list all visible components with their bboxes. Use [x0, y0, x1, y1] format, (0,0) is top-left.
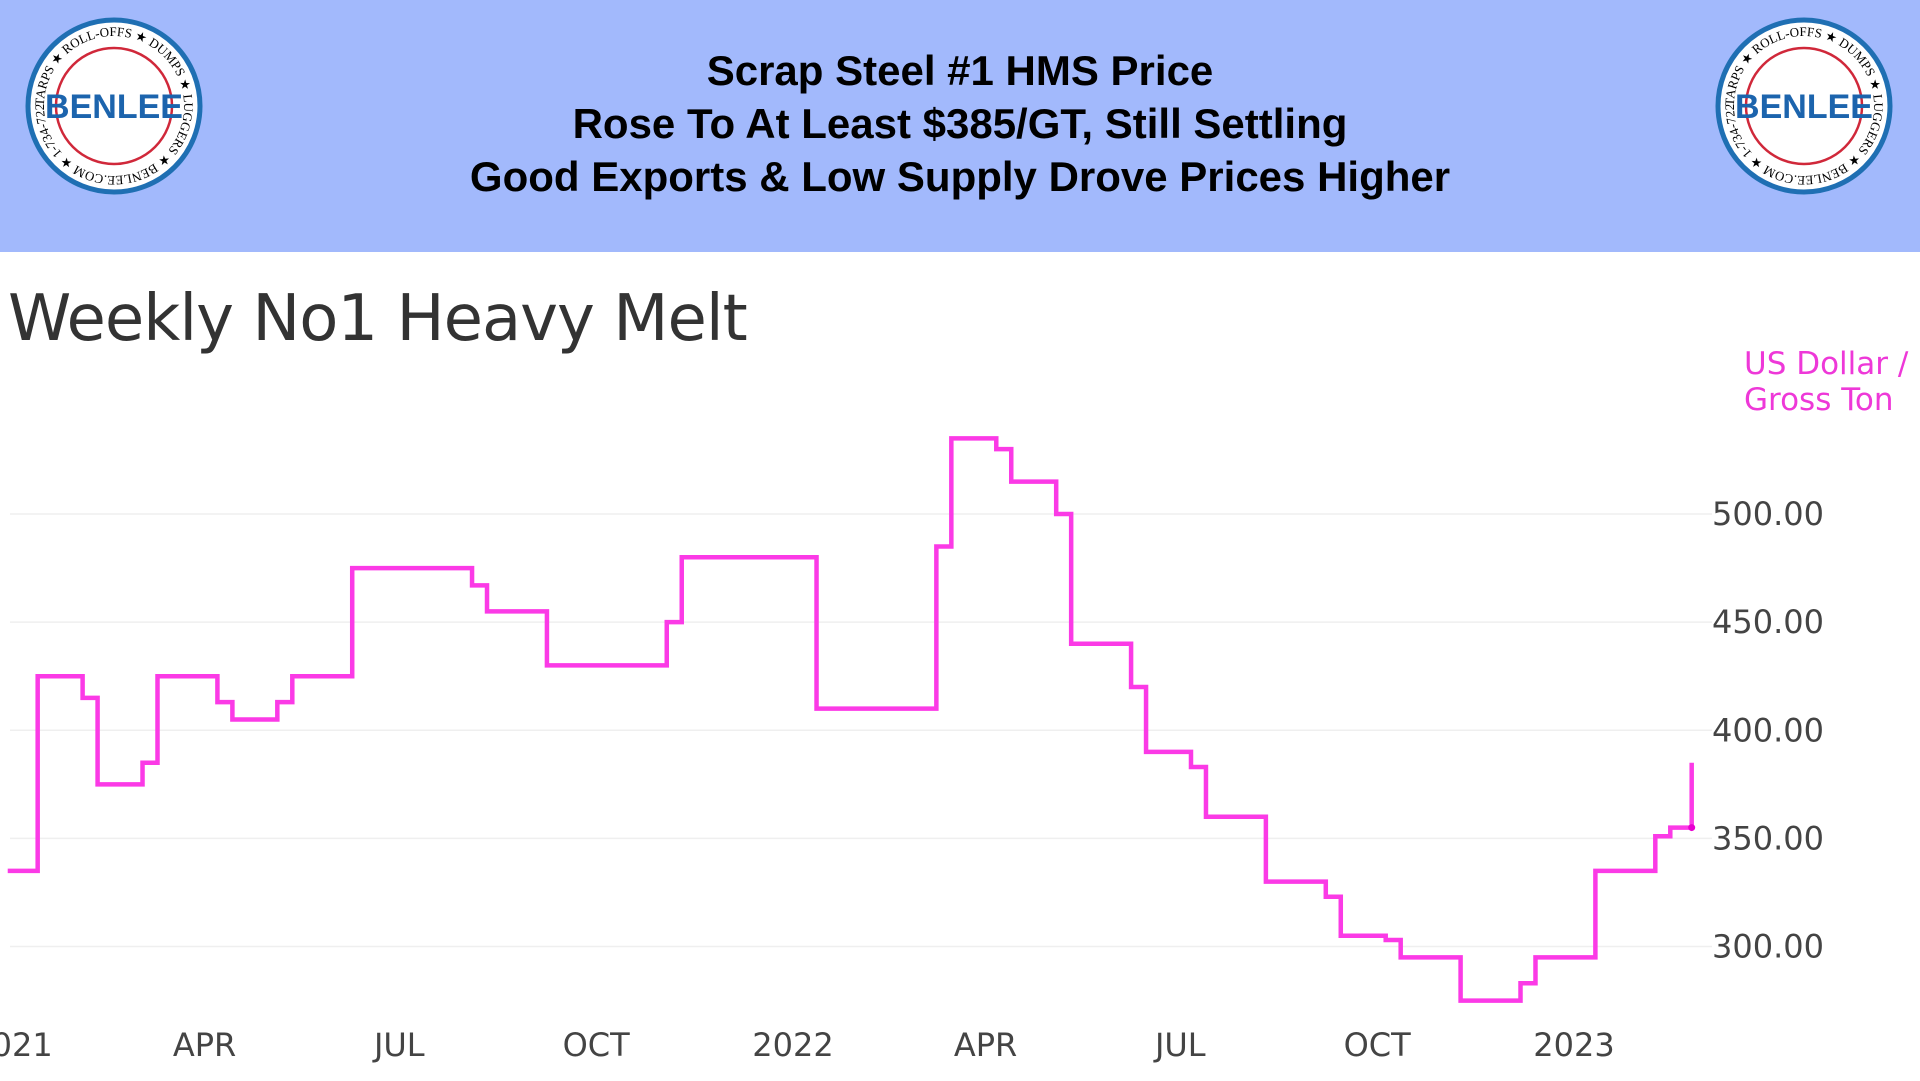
- y-tick-label: 400.00: [1712, 711, 1824, 749]
- y-tick-label: 350.00: [1712, 819, 1824, 857]
- svg-text:BENLEE: BENLEE: [1735, 88, 1873, 126]
- svg-text:BENLEE: BENLEE: [45, 88, 183, 126]
- x-tick-label: 2022: [752, 1026, 833, 1064]
- chart-title: Weekly No1 Heavy Melt: [8, 282, 748, 356]
- headline-line-3: Good Exports & Low Supply Drove Prices H…: [469, 153, 1451, 200]
- x-tick-label: APR: [954, 1026, 1017, 1064]
- x-tick-label: 2021: [0, 1026, 53, 1064]
- y-axis-unit-line-2: Gross Ton: [1744, 382, 1894, 418]
- y-axis-unit-label: US Dollar / Gross Ton: [1744, 346, 1908, 418]
- headline-line-1: Scrap Steel #1 HMS Price: [706, 47, 1214, 94]
- y-tick-label: 500.00: [1712, 495, 1824, 533]
- x-tick-label: APR: [173, 1026, 236, 1064]
- benlee-logo-right: TARPS ★ ROLL-OFFS ★ DUMPS ★ LUGGERS ★ BE…: [1714, 16, 1893, 195]
- headline-line-2: Rose To At Least $385/GT, Still Settling: [572, 100, 1348, 147]
- x-tick-label: OCT: [1344, 1026, 1412, 1064]
- header-banner: TARPS ★ ROLL-OFFS ★ DUMPS ★ LUGGERS ★ BE…: [0, 0, 1920, 252]
- price-chart: 300.00 350.00 400.00 450.00 500.00 2021 APR JUL…: [0, 436, 1824, 1064]
- x-tick-label: OCT: [563, 1026, 631, 1064]
- x-tick-label: JUL: [1153, 1026, 1206, 1064]
- price-line: [7, 436, 1694, 1003]
- y-tick-label: 300.00: [1712, 928, 1824, 966]
- benlee-logo-left: TARPS ★ ROLL-OFFS ★ DUMPS ★ LUGGERS ★ BE…: [24, 16, 203, 195]
- y-axis-unit-line-1: US Dollar /: [1744, 346, 1909, 382]
- last-point-marker: [1688, 824, 1696, 832]
- x-tick-label: 2023: [1533, 1026, 1614, 1064]
- y-tick-label: 450.00: [1712, 603, 1824, 641]
- x-tick-label: JUL: [372, 1026, 425, 1064]
